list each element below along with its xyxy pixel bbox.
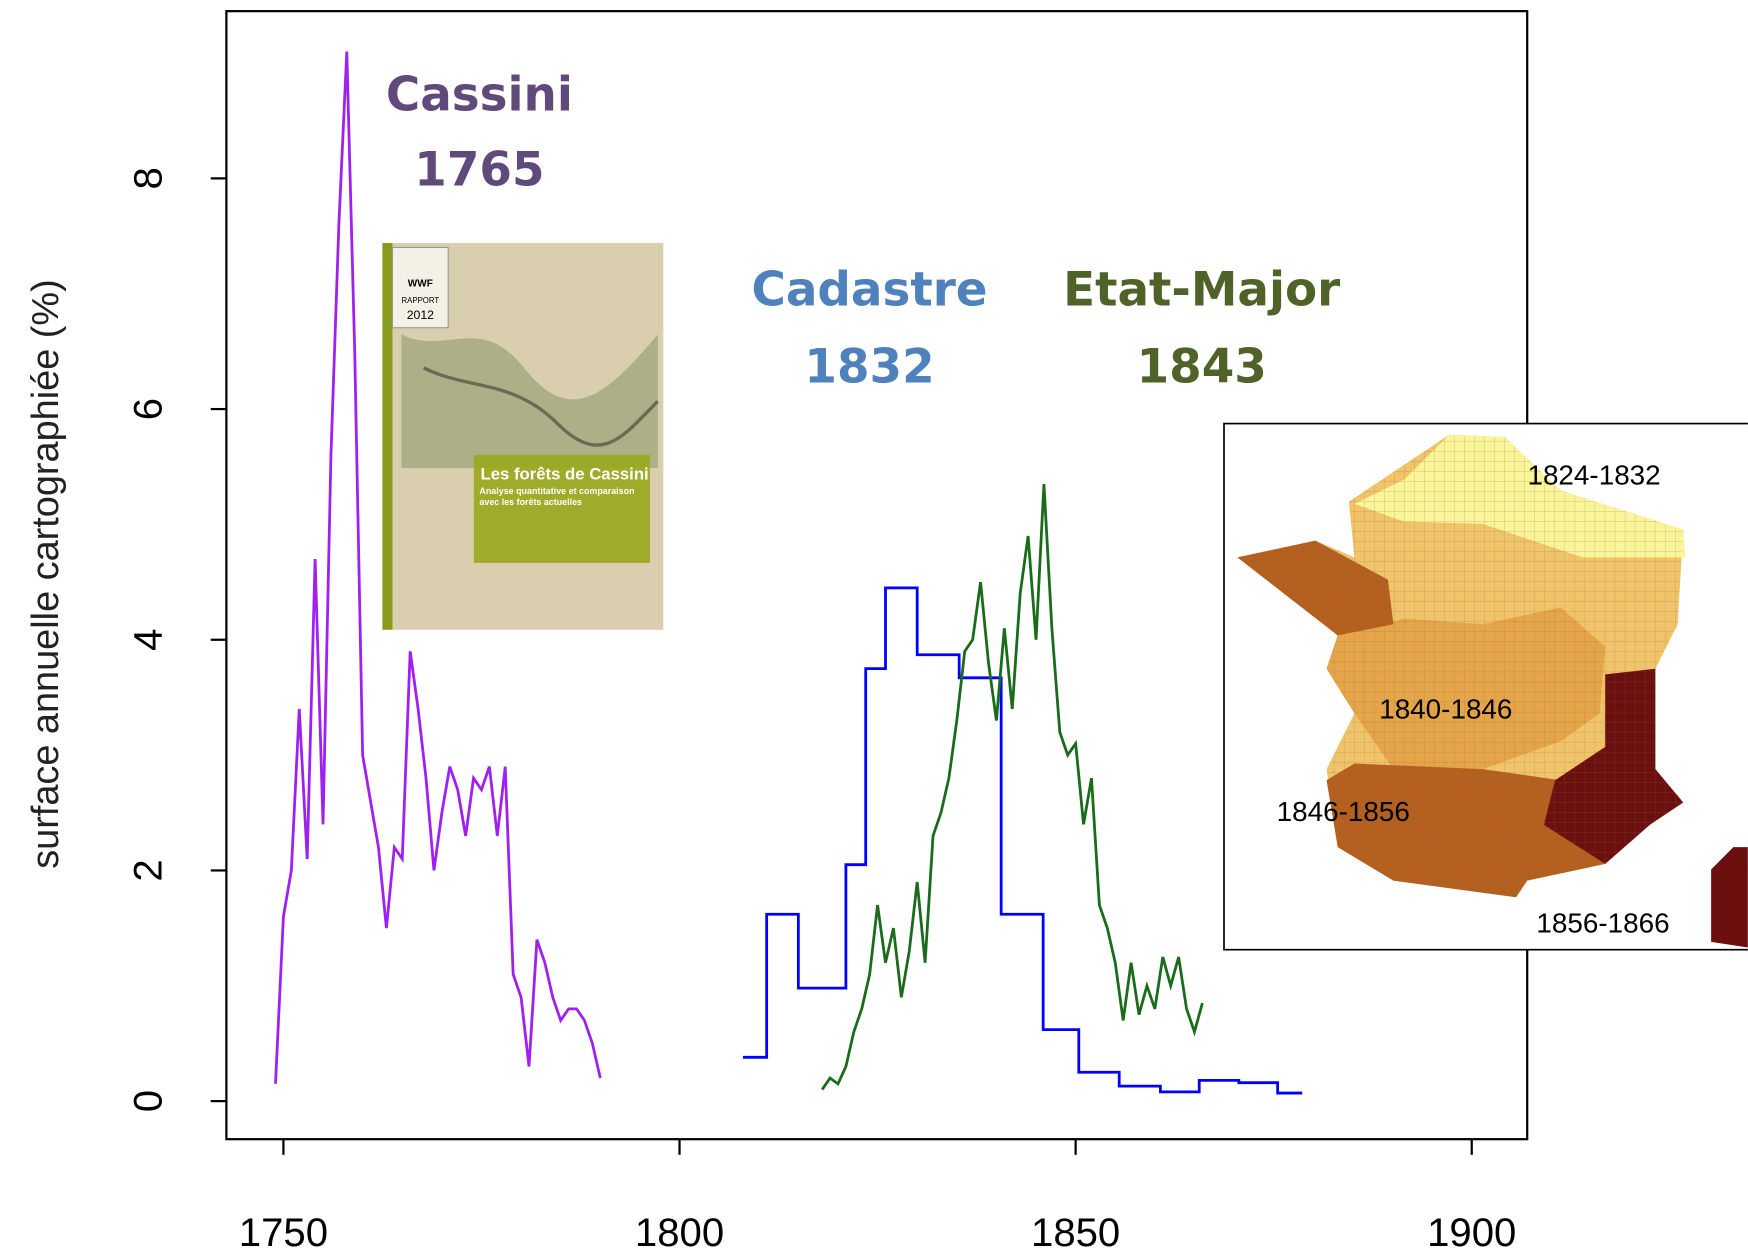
series-year: 1832 xyxy=(804,341,934,395)
cover-subtitle: Analyse quantitative et comparaison avec… xyxy=(479,485,635,508)
map-label: 1840-1846 xyxy=(1379,694,1512,725)
x-tick-label: 1850 xyxy=(1031,1210,1120,1254)
x-tick-label: 1750 xyxy=(239,1210,328,1254)
y-tick-label: 4 xyxy=(126,629,171,651)
series-year: 1765 xyxy=(414,143,544,197)
map-label: 1846-1856 xyxy=(1277,796,1410,827)
series-name: Cassini xyxy=(386,69,573,123)
series-name: Cadastre xyxy=(752,264,988,318)
y-tick-label: 2 xyxy=(126,859,171,881)
x-tick-label: 1900 xyxy=(1427,1210,1516,1254)
map-label: 1856-1866 xyxy=(1536,908,1669,939)
x-tick-label: 1800 xyxy=(635,1210,724,1254)
y-axis-label: surface annuelle cartographiée (%) xyxy=(25,279,67,869)
map-label: 1824-1832 xyxy=(1527,459,1660,490)
series-line xyxy=(742,586,1303,1095)
map-inset xyxy=(1223,422,1748,951)
series-name: Etat-Major xyxy=(1063,264,1340,318)
cover-logo: WWF xyxy=(408,278,433,289)
cover-badge: RAPPORT xyxy=(402,296,440,305)
y-tick-label: 8 xyxy=(126,167,171,189)
book-cover: WWF RAPPORT 2012 Les forêts de Cassini A… xyxy=(382,242,664,630)
cover-title: Les forêts de Cassini xyxy=(481,464,649,483)
series-line xyxy=(820,483,1204,1091)
y-tick-label: 6 xyxy=(126,398,171,420)
series-line xyxy=(274,51,602,1084)
cover-subtitle-box: Analyse quantitative et comparaison avec… xyxy=(479,485,635,508)
y-tick-label: 0 xyxy=(126,1090,171,1112)
cover-year: 2012 xyxy=(407,308,434,322)
series-year: 1843 xyxy=(1137,341,1267,395)
